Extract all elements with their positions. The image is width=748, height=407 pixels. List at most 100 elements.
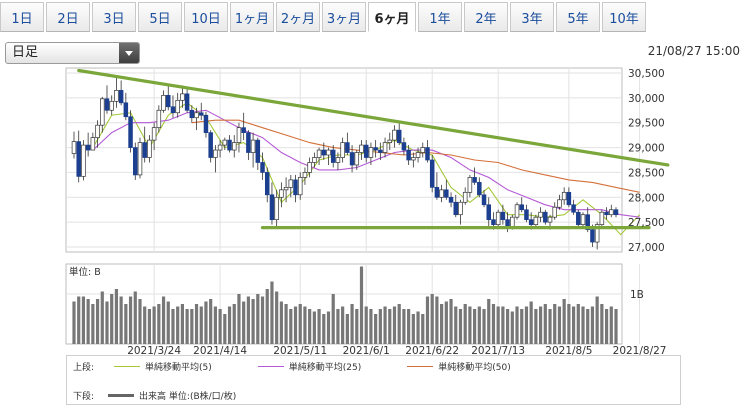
volume-bar [223,314,227,344]
price-tick-label: 29,500 [628,118,665,130]
candle-body [510,216,515,228]
legend-lower-label: 下段: [73,391,95,402]
volume-bar [308,309,312,344]
volume-bar [114,289,119,344]
legend-swatch [114,365,141,367]
tab-11[interactable]: 2年 [464,2,508,32]
volume-bar [392,306,397,344]
volume-bar [166,301,170,344]
tab-3[interactable]: 3日 [92,2,136,32]
volume-bar [128,296,133,344]
legend-item-ma-1: 単純移動平均(5) [108,360,212,373]
legend-upper-row: 上段: 単純移動平均(5) 単純移動平均(25) 単純移動平均(50) [73,359,551,373]
volume-bar [355,309,359,344]
candle-body [274,196,279,221]
candle-body [566,191,572,206]
volume-bar [581,306,585,344]
volume-bar [557,306,562,344]
volume-bar [496,306,500,344]
volume-bar [194,304,199,344]
candle-body [222,139,228,146]
candle-body [543,211,548,223]
volume-tick-label: 1B [630,289,644,301]
tab-5[interactable]: 10日 [184,2,228,32]
volume-bar [312,311,316,344]
legend-upper-label: 上段: [73,362,95,373]
volume-bar [468,306,472,344]
candle-body [609,209,614,216]
tab-2[interactable]: 2日 [46,2,90,32]
tab-9[interactable]: 6ヶ月 [368,2,416,32]
candle-body [552,206,557,218]
volume-bar [180,304,184,344]
candle-body [241,127,246,133]
volume-bar [279,301,283,344]
candle-body [368,147,374,158]
candle-body [297,177,303,196]
volume-bar [161,296,166,344]
tab-8[interactable]: 3ヶ月 [322,2,366,32]
legend-text: 単純移動平均(50) [438,362,511,373]
candle-body [264,172,270,196]
tab-4[interactable]: 5日 [138,2,182,32]
volume-bar [524,306,529,344]
volume-bar [275,291,279,344]
candle-body [354,152,360,166]
candle-body [231,142,237,151]
candle-body [613,209,619,216]
candle-body [429,159,435,188]
candle-body [547,216,553,223]
candle-body [571,204,576,213]
candle-body [199,112,204,116]
candle-body [486,204,491,221]
candle-body [213,149,218,158]
legend-item-ma-3: 単純移動平均(50) [401,360,511,373]
tab-10[interactable]: 1年 [418,2,462,32]
tab-6[interactable]: 1ヶ月 [230,2,274,32]
volume-bar [171,309,175,344]
volume-bar [204,301,208,344]
volume-bar [119,296,123,344]
volume-bar [284,304,288,344]
candle-body [71,141,77,154]
candle-body [585,214,590,230]
volume-bar [435,296,439,344]
price-tick-label: 28,500 [628,167,665,179]
legend-text: 単純移動平均(25) [288,362,362,373]
tab-7[interactable]: 2ヶ月 [276,2,320,32]
volume-bar [595,296,599,344]
volume-bar [473,309,477,344]
candle-body [137,142,143,176]
volume-bar [430,294,434,344]
volume-bar [157,304,161,344]
candle-body [519,204,524,211]
volume-bar [185,309,189,344]
volume-bar [246,296,250,344]
candle-body [104,98,110,111]
tab-12[interactable]: 3年 [510,2,554,32]
chevron-down-icon[interactable] [119,43,139,63]
tab-13[interactable]: 5年 [556,2,600,32]
candle-body [175,99,180,114]
candle-body [203,114,209,133]
volume-bar [326,311,331,344]
volume-bar [72,301,76,344]
candle-body [246,132,251,153]
volume-bar [176,306,180,344]
candle-body [109,100,114,111]
candle-body [316,149,322,158]
candle-body [500,211,506,221]
candle-body [373,147,378,151]
candle-body [453,201,459,216]
tab-14[interactable]: 10年 [602,2,646,32]
trendlines [77,68,670,230]
candle-body [359,144,364,153]
candle-body [312,157,317,163]
tab-1[interactable]: 1日 [0,2,44,32]
candle-body [100,98,105,126]
volume-bar [463,304,467,344]
chart-interval-select[interactable]: 日足 [5,42,140,64]
price-tick-label: 30,000 [628,93,665,105]
volume-bar [397,304,401,344]
volume-bar [374,314,378,344]
